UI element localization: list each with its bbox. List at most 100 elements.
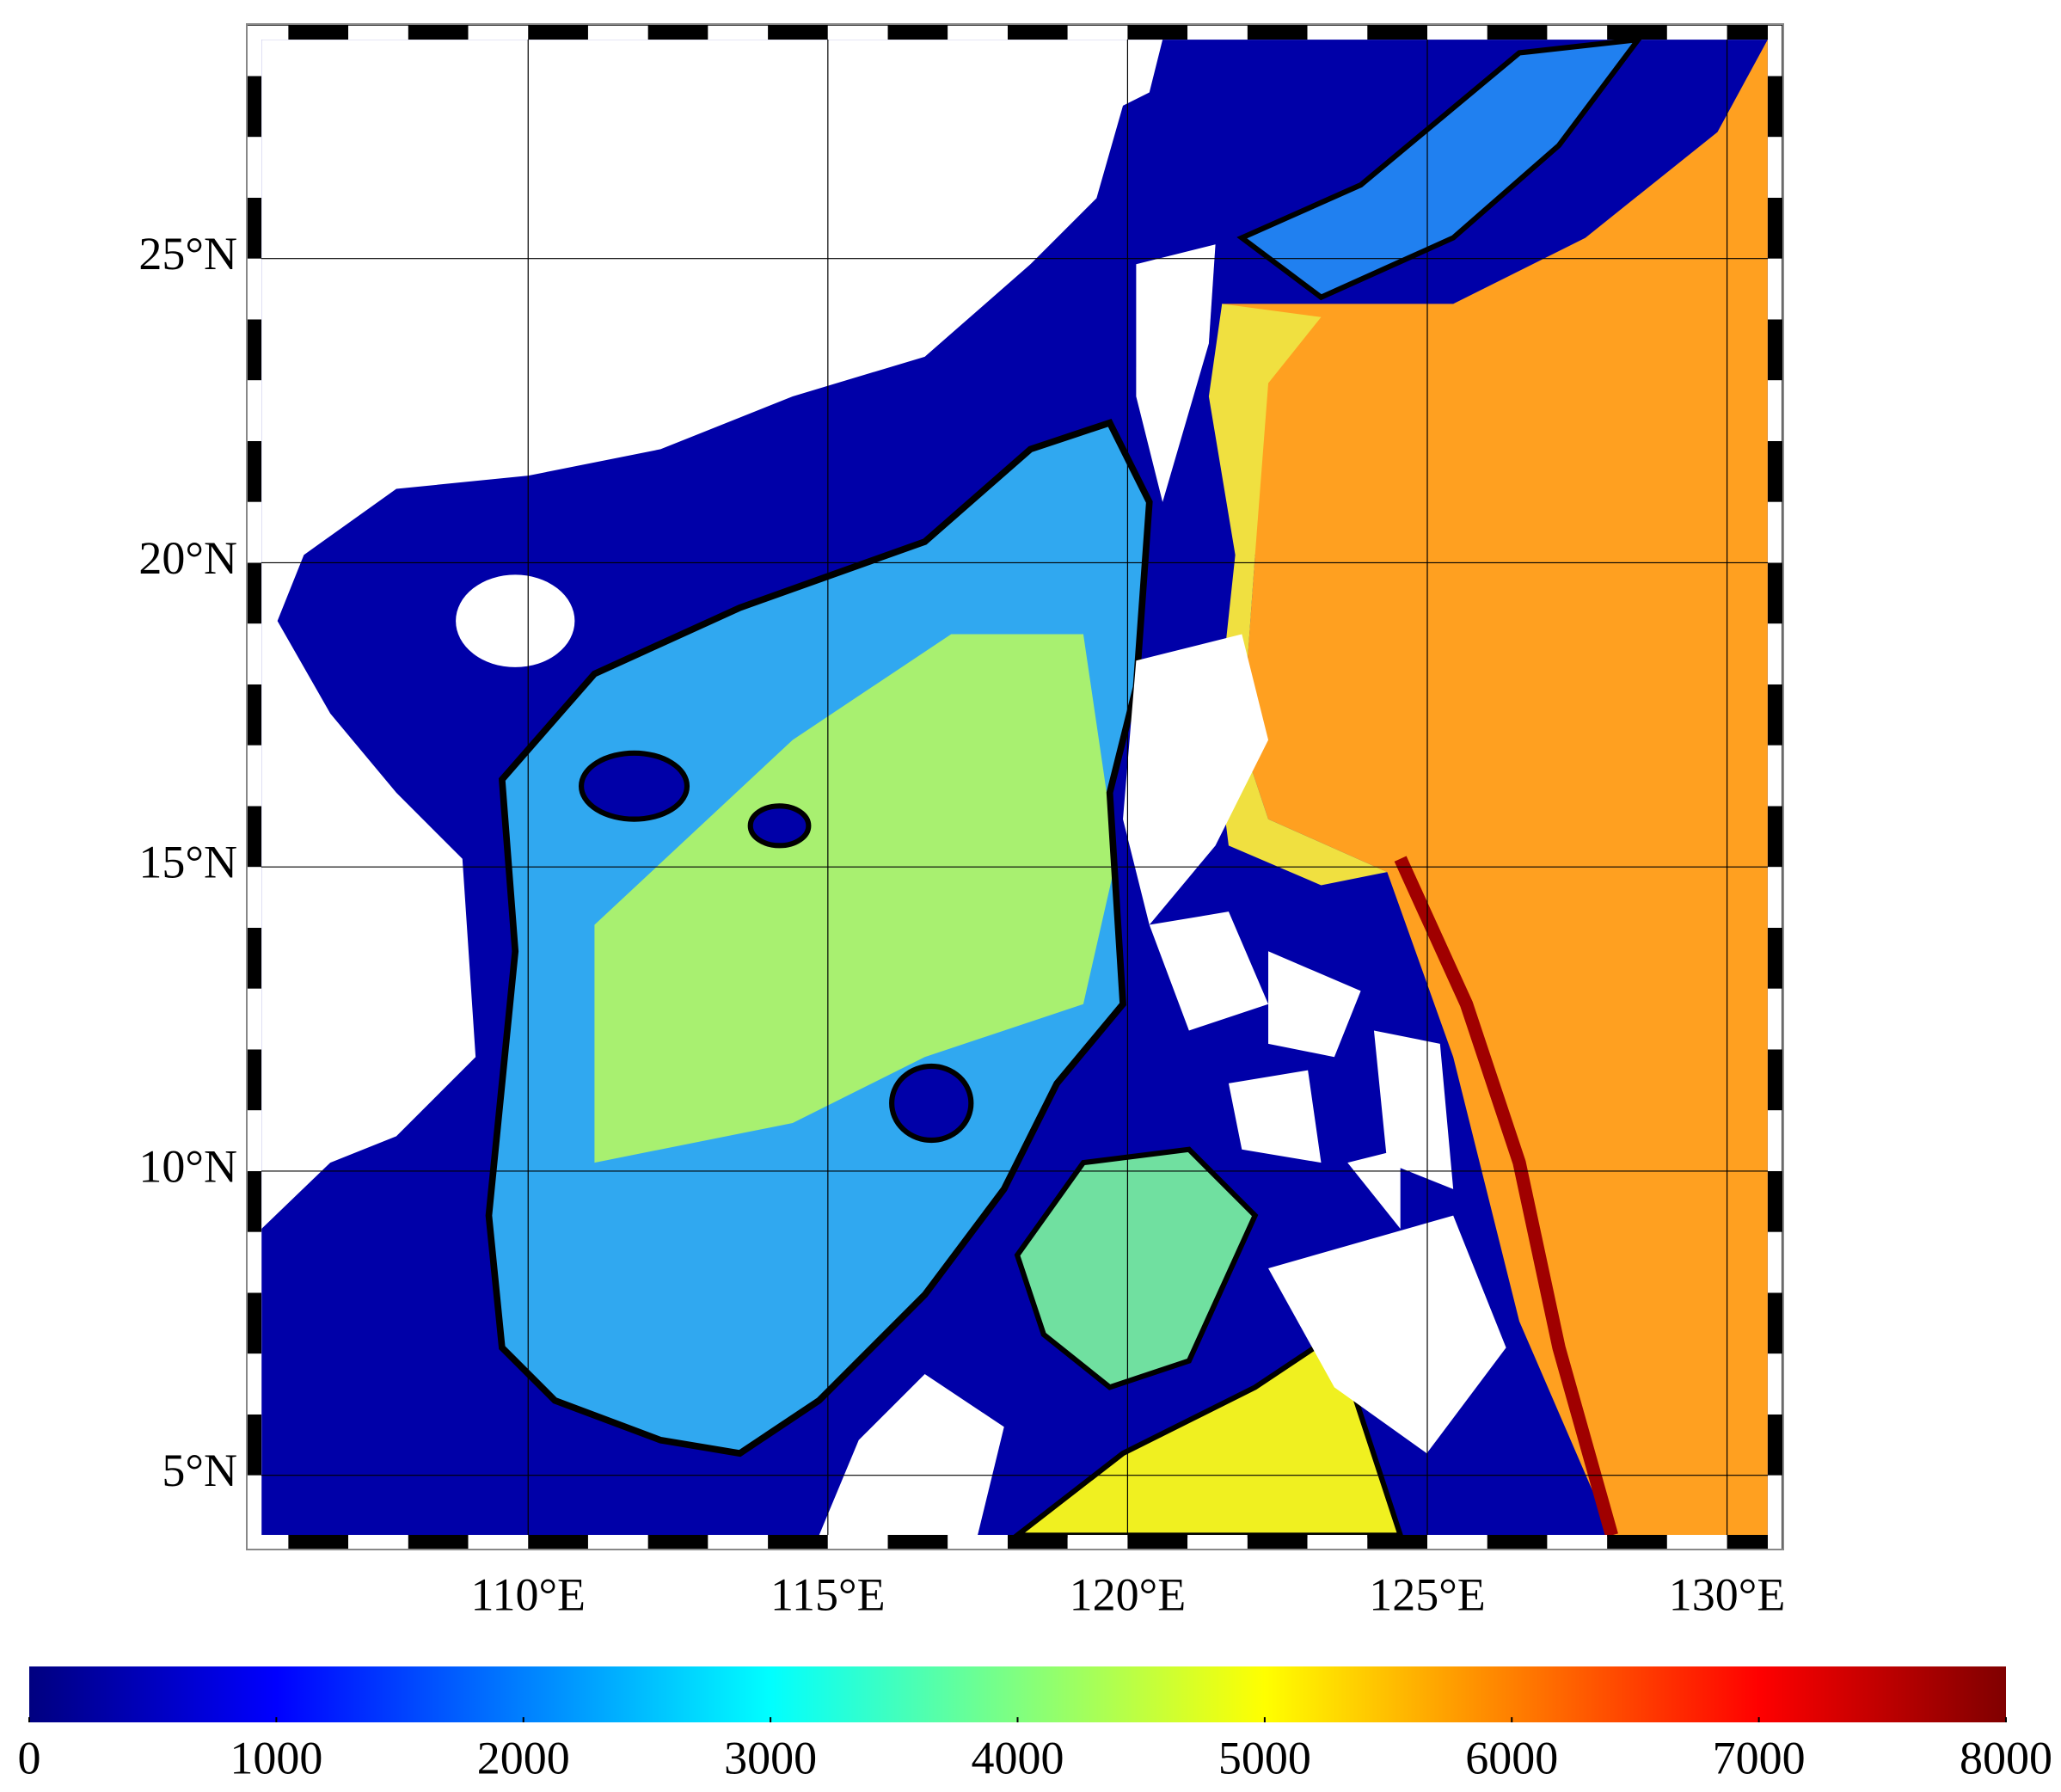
frame-segment [1666, 1535, 1727, 1550]
frame-segment [948, 25, 1008, 40]
frame-segment [1768, 1110, 1782, 1171]
frame-segment [247, 1414, 261, 1476]
mainland [261, 40, 1163, 1229]
frame-segment [1768, 745, 1782, 807]
frame-segment [1768, 137, 1782, 198]
frame-segment [1768, 562, 1782, 624]
frame-segment [1247, 1535, 1308, 1550]
frame-segment [247, 927, 261, 989]
x-tick-label: 120°E [1070, 1568, 1187, 1620]
frame-segment [948, 1535, 1008, 1550]
frame-segment [247, 40, 261, 77]
slope [1208, 304, 1388, 886]
frame-segment [247, 1110, 261, 1171]
frame-segment [247, 623, 261, 684]
frame-segment [247, 137, 261, 198]
frame-segment [768, 25, 828, 40]
frame-segment [247, 76, 261, 138]
frame-segment [247, 380, 261, 441]
frame-segment [1666, 25, 1727, 40]
map [261, 36, 1768, 1538]
frame-segment [408, 1535, 469, 1550]
frame-segment [1187, 25, 1248, 40]
luzon [1123, 634, 1269, 925]
frame-segment [1768, 440, 1782, 502]
frame-segment [1007, 1535, 1068, 1550]
frame-segment [408, 25, 469, 40]
seamount [747, 803, 812, 849]
colorbar-tick-label: 3000 [724, 1732, 817, 1783]
contour [1236, 36, 1644, 301]
frame-segment [647, 25, 708, 40]
frame-segment [827, 25, 888, 40]
frame-segment [1607, 1535, 1667, 1550]
x-tick-label: 110°E [470, 1568, 586, 1620]
frame-segment [1768, 380, 1782, 441]
frame-segment [1768, 806, 1782, 868]
frame-segment [1067, 25, 1128, 40]
land [261, 40, 1506, 1536]
colorbar-tick-label: 6000 [1465, 1732, 1558, 1783]
colorbar-tick-label: 1000 [230, 1732, 322, 1783]
frame-segment [1768, 684, 1782, 746]
frame-segment [1547, 25, 1608, 40]
seamount [889, 1063, 974, 1144]
frame-segment [708, 25, 769, 40]
frame-segment [1547, 1535, 1608, 1550]
y-tick-label: 25°N [138, 228, 237, 279]
frame-segment [1768, 1353, 1782, 1415]
okinawa-trough [1242, 40, 1639, 298]
frame-segment [247, 1353, 261, 1415]
y-tick-label: 10°N [138, 1140, 237, 1192]
frame-segment [468, 25, 529, 40]
frame-segment [528, 25, 588, 40]
frame-segment [261, 1535, 289, 1550]
frame-segment [1768, 1292, 1782, 1354]
frame-segment [1127, 1535, 1188, 1550]
scs-deep [594, 634, 1117, 1163]
frame-segment [1768, 623, 1782, 684]
frame-segment [468, 1535, 529, 1550]
frame-segment [528, 1535, 588, 1550]
frame-segment [288, 25, 349, 40]
x-tick-label: 130°E [1669, 1568, 1786, 1620]
frame-segment [1768, 197, 1782, 259]
frame-segment [1768, 867, 1782, 928]
colorbar-tick-label: 2000 [477, 1732, 570, 1783]
sulu-sea [1014, 1146, 1259, 1390]
frame-segment [247, 1170, 261, 1232]
frame-segment [1768, 1049, 1782, 1111]
colorbar-tick-label: 7000 [1713, 1732, 1806, 1783]
frame-segment [1427, 25, 1487, 40]
frame-segment [1768, 1414, 1782, 1476]
contour [485, 418, 1153, 1458]
frame-segment [247, 197, 261, 259]
frame-segment [827, 1535, 888, 1550]
colorbar-tick-label: 0 [18, 1732, 41, 1783]
frame-segment [1768, 988, 1782, 1050]
frame-segment [247, 1231, 261, 1293]
frame-segment [1768, 258, 1782, 320]
borneo [819, 1373, 1004, 1536]
axes: 110°E 115°E 120°E 125°E 130°E 5°N 10°N 15°N 20°N… [18, 24, 2052, 1783]
frame-segment [587, 25, 648, 40]
frame-segment [1307, 1535, 1368, 1550]
colorbar [29, 1666, 2006, 1722]
frame-segment [261, 25, 289, 40]
frame-segment [1307, 25, 1368, 40]
frame-segment [768, 1535, 828, 1550]
y-tick-label: 5°N [162, 1445, 237, 1496]
frame-segment [1427, 1535, 1487, 1550]
frame-segment [1768, 1231, 1782, 1293]
colorbar-tick-label: 8000 [1960, 1732, 2052, 1783]
frame-segment [247, 988, 261, 1050]
frame-segment [247, 501, 261, 563]
frame-segment [288, 1535, 349, 1550]
trench [1394, 856, 1618, 1537]
frame-segment [247, 258, 261, 320]
seamount [578, 750, 690, 822]
frame-segment [1768, 76, 1782, 138]
frame-segment [1768, 501, 1782, 563]
